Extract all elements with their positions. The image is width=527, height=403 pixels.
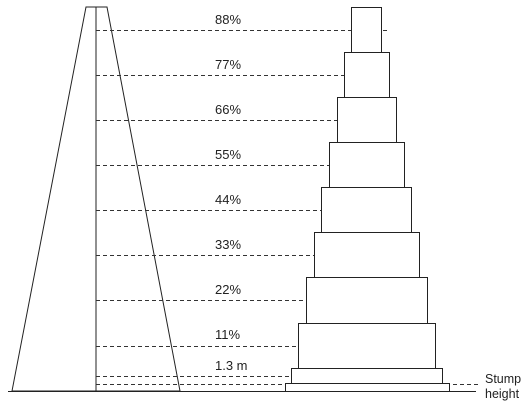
section-1-3m xyxy=(291,368,443,384)
label-1-3m: 1.3 m xyxy=(215,358,248,373)
section-66 xyxy=(337,97,397,143)
tapered-trunk-profile xyxy=(11,6,181,392)
section-stump xyxy=(285,383,450,392)
section-55 xyxy=(329,142,405,188)
stump-label-line2: height xyxy=(485,387,520,401)
section-11 xyxy=(298,323,436,369)
label-33: 33% xyxy=(215,237,241,252)
stump-label-line1: Stump xyxy=(485,372,521,386)
label-77: 77% xyxy=(215,57,241,72)
stump-height-label: Stump height xyxy=(485,372,521,401)
section-33 xyxy=(314,232,420,278)
label-66: 66% xyxy=(215,102,241,117)
label-22: 22% xyxy=(215,282,241,297)
section-44 xyxy=(321,187,412,233)
section-22 xyxy=(306,277,428,324)
stacked-log-sections xyxy=(285,7,450,392)
label-55: 55% xyxy=(215,147,241,162)
section-77 xyxy=(344,52,390,98)
label-88: 88% xyxy=(215,12,241,27)
height-labels: 88% 77% 66% 55% 44% 33% 22% 11% 1.3 m xyxy=(215,12,248,373)
label-44: 44% xyxy=(215,192,241,207)
section-88 xyxy=(351,7,382,53)
label-11: 11% xyxy=(215,327,240,342)
